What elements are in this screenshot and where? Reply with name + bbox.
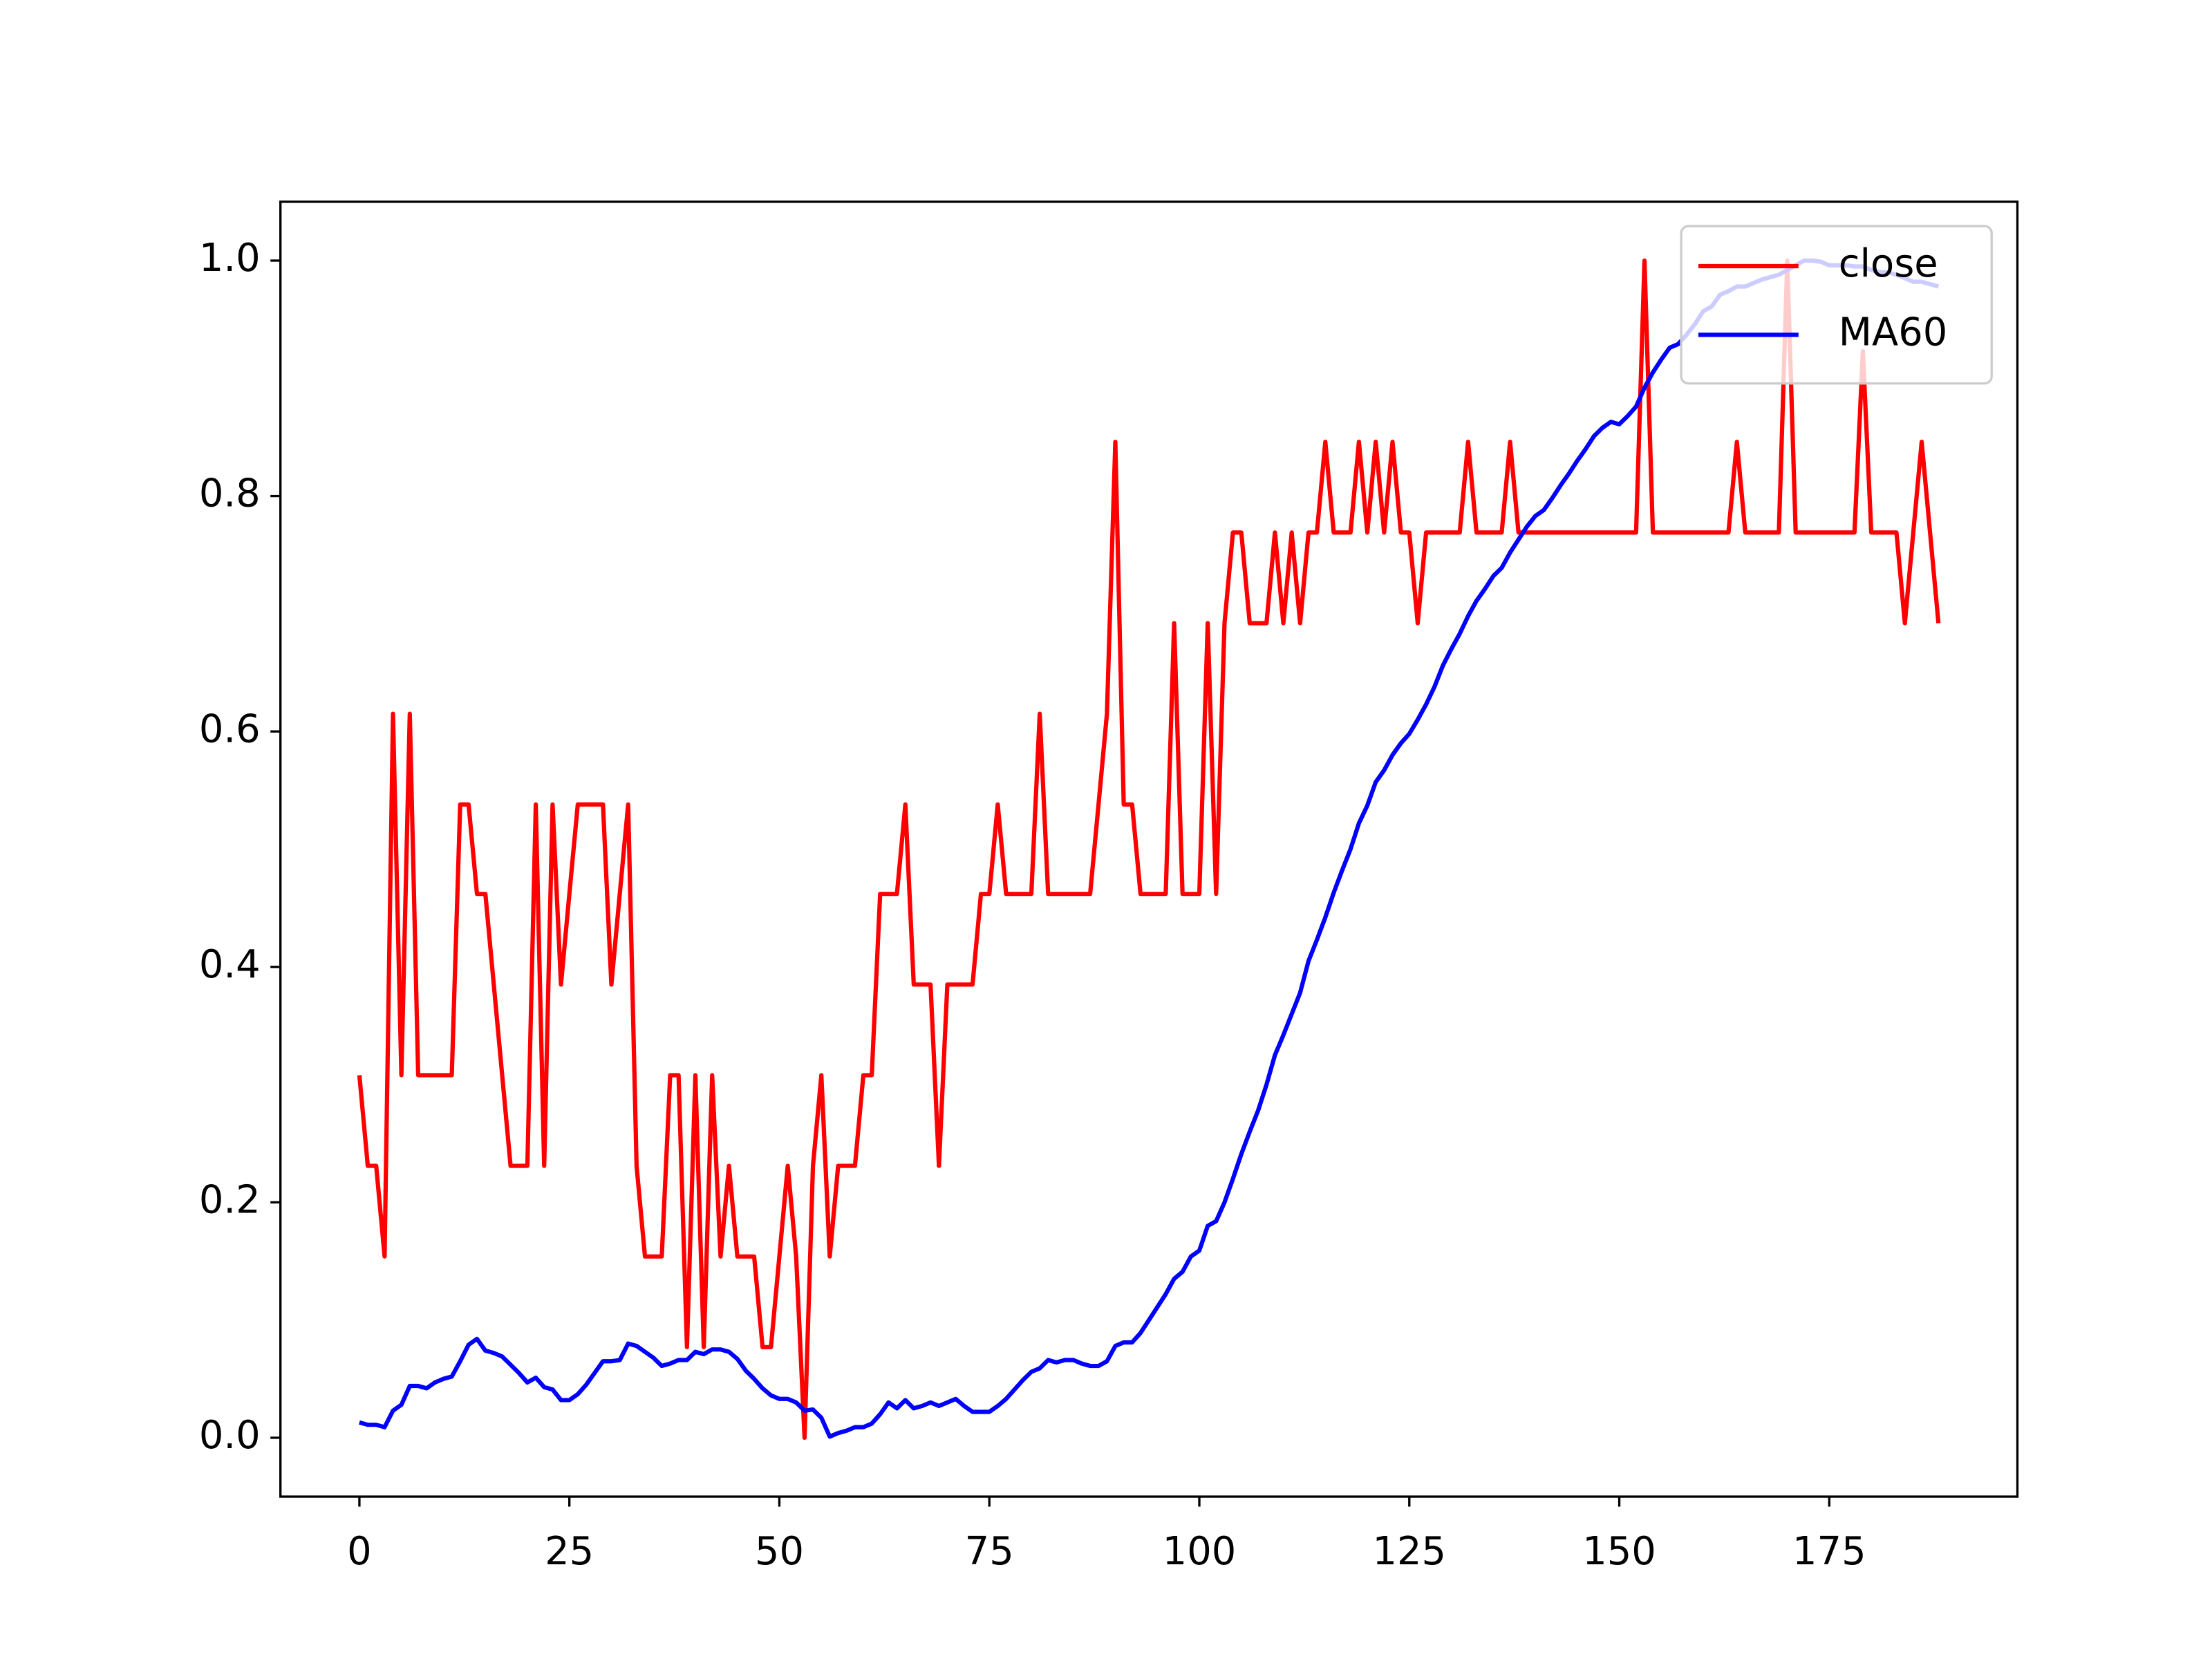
x-tick-label: 0 xyxy=(347,1529,372,1574)
x-tick-label: 150 xyxy=(1582,1529,1656,1574)
legend: close MA60 xyxy=(1680,225,1993,385)
x-tick-label: 50 xyxy=(755,1529,804,1574)
y-tick-label: 0.6 xyxy=(199,706,261,751)
x-tick-label: 100 xyxy=(1163,1529,1237,1574)
x-tick-label: 25 xyxy=(545,1529,594,1574)
y-tick-label: 0.4 xyxy=(199,942,261,987)
x-tick-label: 175 xyxy=(1792,1529,1866,1574)
y-tick-label: 1.0 xyxy=(199,236,261,281)
legend-box xyxy=(1680,225,1993,385)
legend-label: MA60 xyxy=(1839,310,1948,355)
line-series xyxy=(359,258,1940,1439)
line-series xyxy=(357,258,1941,1441)
plot-frame xyxy=(279,200,2019,1498)
x-tick-label: 125 xyxy=(1372,1529,1446,1574)
legend-label: close xyxy=(1839,241,1938,286)
y-tick-label: 0.0 xyxy=(199,1413,261,1458)
y-tick-label: 0.2 xyxy=(199,1177,261,1222)
y-tick-label: 0.8 xyxy=(199,471,261,516)
x-tick-label: 75 xyxy=(965,1529,1014,1574)
